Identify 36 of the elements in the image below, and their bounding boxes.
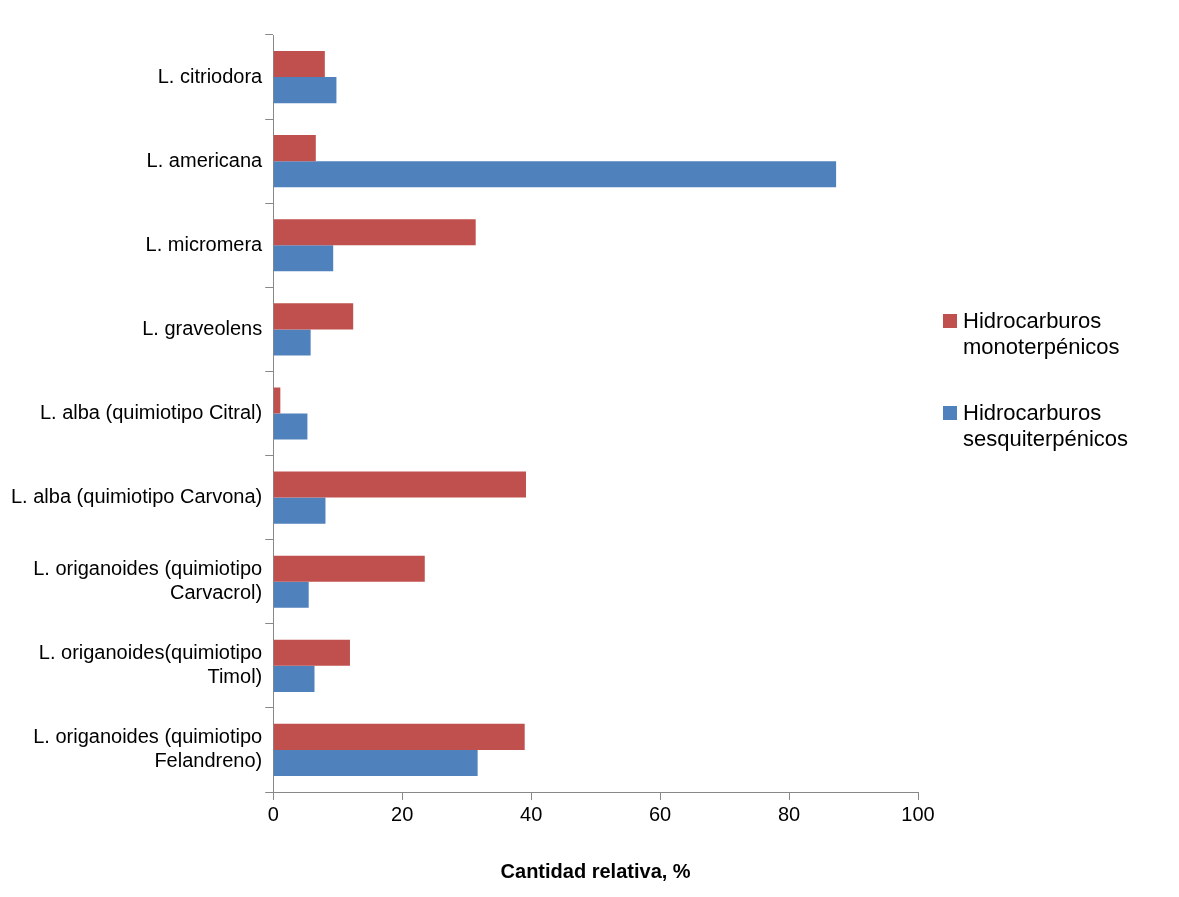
bar (273, 413, 308, 440)
bar (273, 665, 315, 692)
y-tick-label: L. americana (146, 148, 264, 171)
bar (273, 77, 337, 104)
bar (273, 303, 354, 330)
bar (273, 639, 350, 666)
y-tick-label: L. alba (quimiotipo Citral) (39, 401, 263, 424)
bar (273, 555, 425, 582)
x-tick-label: 60 (648, 802, 672, 825)
bar (273, 723, 525, 750)
x-tick-label: 40 (520, 802, 543, 825)
bar (273, 329, 311, 356)
bar (273, 471, 526, 498)
bar (273, 50, 325, 78)
y-tick-label: L. alba (quimiotipo Carvona) (10, 485, 263, 508)
bar (273, 497, 326, 524)
y-tick-label: L. origanoides (quimiotipo Carvacrol) (33, 557, 263, 604)
y-tick-label: L. micromera (145, 232, 264, 255)
bar (273, 387, 281, 414)
bar (273, 161, 837, 188)
y-tick-label: L. origanoides (quimiotipo Felandreno) (33, 725, 263, 772)
x-tick-label: 0 (267, 802, 279, 825)
y-tick-label: L. citriodora (157, 64, 264, 87)
bar (273, 135, 316, 162)
legend-label: Hidrocarburos monoterpénicos (963, 308, 1121, 360)
x-tick-label: 20 (391, 802, 414, 825)
x-axis-title: Cantidad relativa, % (500, 859, 691, 882)
bar (273, 219, 476, 246)
x-tick-label: 80 (777, 802, 801, 825)
legend-label: Hidrocarburos sesquiterpénicos (963, 400, 1130, 452)
y-tick-label: L. graveolens (142, 316, 263, 339)
bar (273, 245, 334, 272)
bar (273, 581, 309, 608)
bar (273, 749, 478, 777)
x-tick-label: 100 (901, 802, 935, 825)
y-tick-label: L. origanoides(quimiotipo Timol) (38, 641, 263, 688)
